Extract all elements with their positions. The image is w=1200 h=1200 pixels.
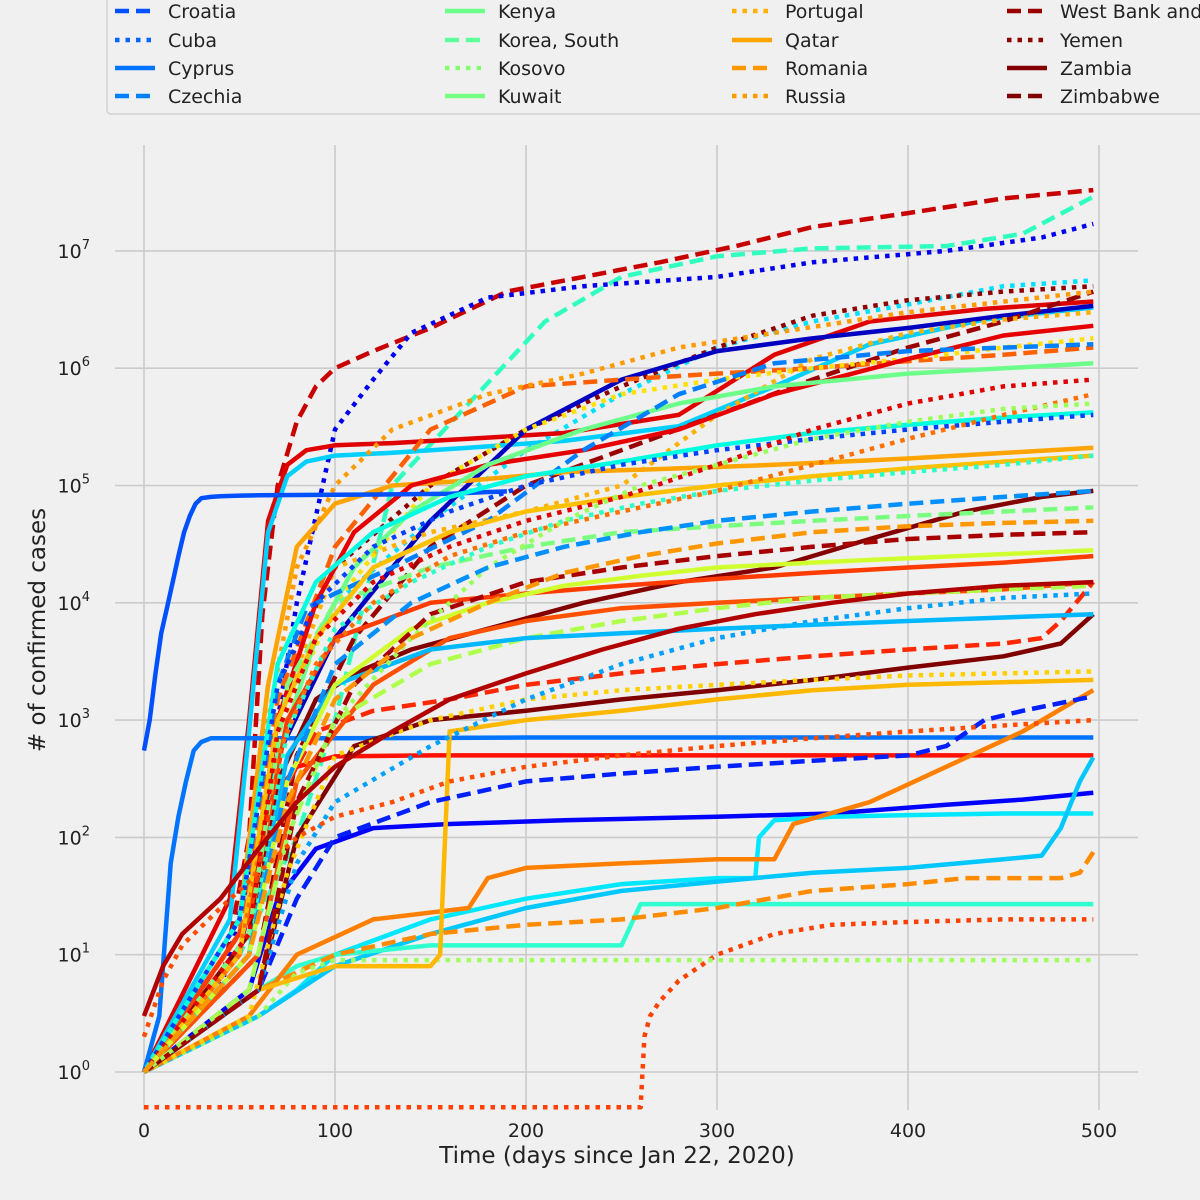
series-line: [142, 548, 1094, 1074]
y-tick-label: 107: [58, 238, 90, 263]
x-tick-label: 100: [317, 1120, 353, 1142]
legend-entry: Russia: [732, 86, 846, 108]
grid: [115, 145, 1138, 1110]
series-line: [142, 488, 1094, 1074]
legend-entry: Kuwait: [445, 86, 561, 108]
legend-label: Cyprus: [168, 58, 234, 80]
x-tick-label: 500: [1081, 1120, 1117, 1142]
series-line: [141, 579, 1094, 1017]
series-lines: [141, 187, 1096, 1110]
series-line: [142, 401, 1094, 1074]
series-line: [142, 505, 1094, 1074]
legend-entry: Zimbabwe: [1007, 86, 1160, 108]
axes: 0 100 200 300 400 500 100 101 102 103 104 105 106 107: [58, 238, 1118, 1142]
legend-entry: Zambia: [1007, 58, 1132, 80]
legend-entry: Yemen: [1007, 30, 1123, 52]
legend: Croatia Cuba Cyprus Czechia Kenya Korea, Sout…: [106, 0, 1200, 115]
legend-entry: Croatia: [115, 1, 236, 23]
series-line: [141, 717, 1094, 1038]
series-line: [141, 735, 1094, 1073]
y-tick-label: 105: [58, 473, 90, 498]
legend-label: Portugal: [785, 1, 864, 23]
series-line: [142, 392, 1094, 1074]
series-line: [142, 901, 1094, 1074]
y-tick-label: 103: [58, 707, 90, 732]
legend-entry: Kosovo: [445, 58, 566, 80]
legend-entry: Kenya: [445, 1, 556, 23]
series-line: [142, 688, 1095, 1074]
series-line: [142, 669, 1094, 1074]
x-axis-label: Time (days since Jan 22, 2020): [438, 1143, 794, 1169]
legend-entry: Cuba: [115, 30, 217, 52]
legend-label: Kuwait: [498, 86, 561, 108]
legend-entry: West Bank and Gaza: [1007, 1, 1200, 23]
legend-entry: Portugal: [732, 1, 864, 23]
series-line: [142, 187, 1094, 1074]
series-line: [142, 677, 1094, 1074]
x-tick-label: 400: [890, 1120, 926, 1142]
series-line: [142, 693, 1094, 1074]
series-line: [142, 612, 1095, 1074]
series-line: [142, 591, 1094, 1074]
legend-entry: Korea, South: [445, 30, 619, 52]
legend-box: [106, 0, 1200, 115]
y-tick-label: 104: [58, 590, 90, 615]
legend-label: Croatia: [168, 1, 236, 23]
y-tick-label: 101: [58, 942, 90, 967]
legend-entry: Cyprus: [115, 58, 234, 80]
series-line: [142, 518, 1094, 1074]
legend-label: Zimbabwe: [1060, 86, 1160, 108]
series-line: [142, 445, 1094, 1074]
series-line: [142, 850, 1096, 1074]
legend-label: Korea, South: [498, 30, 619, 52]
y-tick-label: 100: [58, 1059, 90, 1084]
legend-label: Cuba: [168, 30, 217, 52]
y-tick-label: 106: [58, 355, 90, 380]
series-line: [143, 756, 1096, 1075]
legend-label: West Bank and Gaza: [1060, 1, 1200, 23]
legend-label: Czechia: [168, 86, 242, 108]
y-tick-label: 102: [58, 824, 90, 849]
legend-entry: Romania: [732, 58, 868, 80]
legend-label: Russia: [785, 86, 846, 108]
legend-entry: Czechia: [115, 86, 242, 108]
legend-label: Zambia: [1060, 58, 1132, 80]
legend-label: Yemen: [1059, 30, 1123, 52]
x-tick-label: 200: [508, 1120, 544, 1142]
legend-label: Qatar: [785, 30, 839, 52]
legend-entry: Qatar: [732, 30, 839, 52]
series-line: [142, 410, 1094, 1074]
legend-label: Romania: [785, 58, 868, 80]
y-axis-label: # of confirmed cases: [25, 508, 51, 752]
x-tick-label: 300: [699, 1120, 735, 1142]
series-line: [142, 377, 1094, 1074]
legend-label: Kenya: [498, 1, 556, 23]
series-line: [142, 611, 1094, 1074]
series-line: [142, 453, 1094, 1074]
x-tick-label: 0: [138, 1120, 150, 1142]
series-line: [141, 489, 507, 752]
legend-label: Kosovo: [498, 58, 566, 80]
